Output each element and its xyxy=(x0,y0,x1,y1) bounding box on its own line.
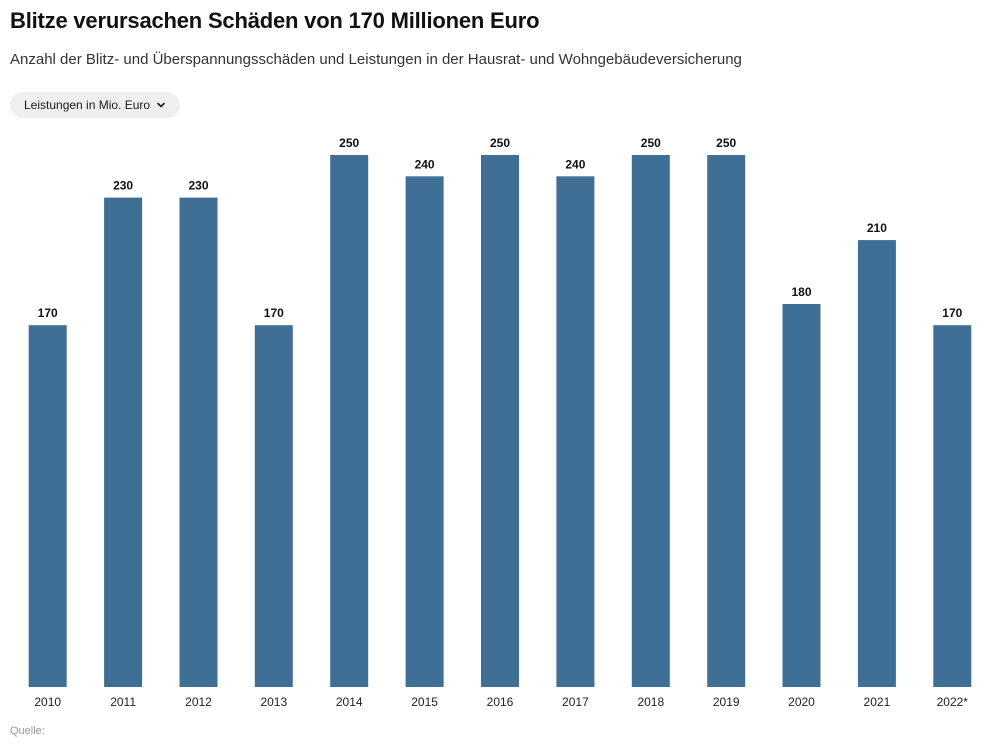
source-label: Quelle: xyxy=(10,725,45,737)
data-label-2011: 230 xyxy=(113,179,133,193)
bar-2011[interactable] xyxy=(104,197,143,687)
data-label-2015: 240 xyxy=(415,157,435,171)
x-tick-label-2013: 2013 xyxy=(260,695,287,709)
data-label-2019: 250 xyxy=(716,136,736,150)
x-tick-label-2011: 2011 xyxy=(110,695,136,709)
metric-dropdown-label: Leistungen in Mio. Euro xyxy=(24,98,151,112)
chart-title: Blitze verursachen Schäden von 170 Milli… xyxy=(10,8,540,33)
bar-2019[interactable] xyxy=(707,155,746,687)
data-label-2013: 170 xyxy=(264,306,284,320)
metric-dropdown[interactable]: Leistungen in Mio. Euro xyxy=(10,92,181,118)
bar-chart: 170 2010 230 2011 230 2012 170 2013 250 2014 240 20… xyxy=(28,136,972,709)
bar-2015[interactable] xyxy=(405,176,444,688)
bar-2012[interactable] xyxy=(179,197,218,687)
bar-2020[interactable] xyxy=(782,304,821,687)
x-tick-label-2010: 2010 xyxy=(34,695,61,709)
data-label-2012: 230 xyxy=(188,179,208,193)
bar-2010[interactable] xyxy=(28,325,67,687)
chevron-down-icon xyxy=(157,102,165,108)
data-label-2016: 250 xyxy=(490,136,510,150)
data-label-2020: 180 xyxy=(791,285,811,299)
data-label-2021: 210 xyxy=(867,221,887,235)
bar-2016[interactable] xyxy=(481,155,519,687)
x-tick-label-2017: 2017 xyxy=(562,695,589,709)
data-label-2018: 250 xyxy=(641,136,661,150)
x-tick-label-2012: 2012 xyxy=(185,695,212,709)
x-tick-label-2015: 2015 xyxy=(411,695,438,709)
bar-2021[interactable] xyxy=(857,240,896,687)
x-tick-label-2014: 2014 xyxy=(336,695,363,709)
bar-2022[interactable] xyxy=(933,325,972,687)
bar-2017[interactable] xyxy=(556,176,595,688)
x-tick-label-2016: 2016 xyxy=(487,695,514,709)
x-tick-label-2021: 2021 xyxy=(864,695,891,709)
bar-2013[interactable] xyxy=(254,325,293,687)
x-tick-label-2018: 2018 xyxy=(637,695,664,709)
data-label-2010: 170 xyxy=(38,306,58,320)
x-tick-label-2019: 2019 xyxy=(713,695,740,709)
bar-2014[interactable] xyxy=(330,155,369,687)
x-tick-label-2022: 2022* xyxy=(937,695,969,709)
data-label-2017: 240 xyxy=(565,157,585,171)
x-tick-label-2020: 2020 xyxy=(788,695,815,709)
data-label-2022: 170 xyxy=(942,306,962,320)
data-label-2014: 250 xyxy=(339,136,359,150)
bar-2018[interactable] xyxy=(631,155,670,687)
chart-subtitle: Anzahl der Blitz- und Überspannungsschäd… xyxy=(10,51,742,68)
